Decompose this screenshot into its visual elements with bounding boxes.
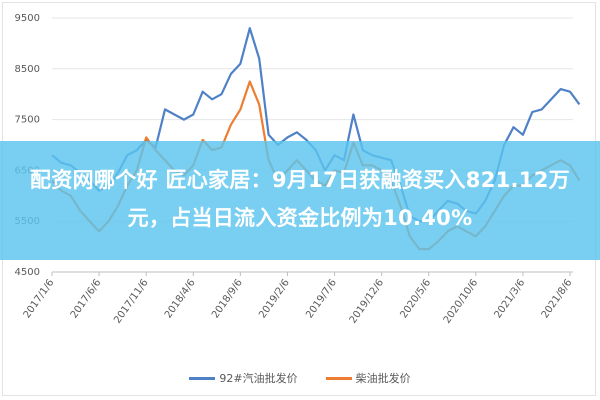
legend-item-diesel: 柴油批发价 <box>325 370 411 386</box>
legend-swatch-diesel <box>325 376 352 380</box>
x-tick-label: 2021/8/6 <box>540 277 575 320</box>
y-tick-label: 7500 <box>15 115 40 126</box>
legend-item-gasoline: 92#汽油批发价 <box>189 370 298 386</box>
y-tick-label: 9500 <box>15 13 40 24</box>
y-tick-label: 8500 <box>15 64 40 75</box>
x-tick-label: 2018/9/6 <box>210 277 245 320</box>
y-tick-label: 4500 <box>15 267 40 278</box>
x-tick-label: 2021/3/6 <box>493 277 528 320</box>
legend-label-gasoline: 92#汽油批发价 <box>219 372 298 385</box>
headline-banner[interactable]: 配资网哪个好 匠心家居：9月17日获融资买入821.12万元，占当日流入资金比例… <box>0 141 600 260</box>
x-tick-label: 2019/7/6 <box>304 277 339 320</box>
legend: 92#汽油批发价 柴油批发价 <box>0 370 600 386</box>
x-tick-label: 2019/2/6 <box>257 277 292 320</box>
x-tick-label: 2018/4/6 <box>163 277 198 320</box>
x-tick-label: 2020/5/6 <box>398 277 433 320</box>
legend-label-diesel: 柴油批发价 <box>355 372 411 385</box>
x-tick-label: 2017/1/6 <box>22 277 57 320</box>
x-tick-label: 2020/10/6 <box>442 277 480 325</box>
x-tick-label: 2017/11/6 <box>112 277 150 325</box>
x-tick-label: 2019/12/6 <box>348 277 386 325</box>
legend-swatch-gasoline <box>189 376 216 380</box>
x-tick-label: 2017/6/6 <box>69 277 104 320</box>
